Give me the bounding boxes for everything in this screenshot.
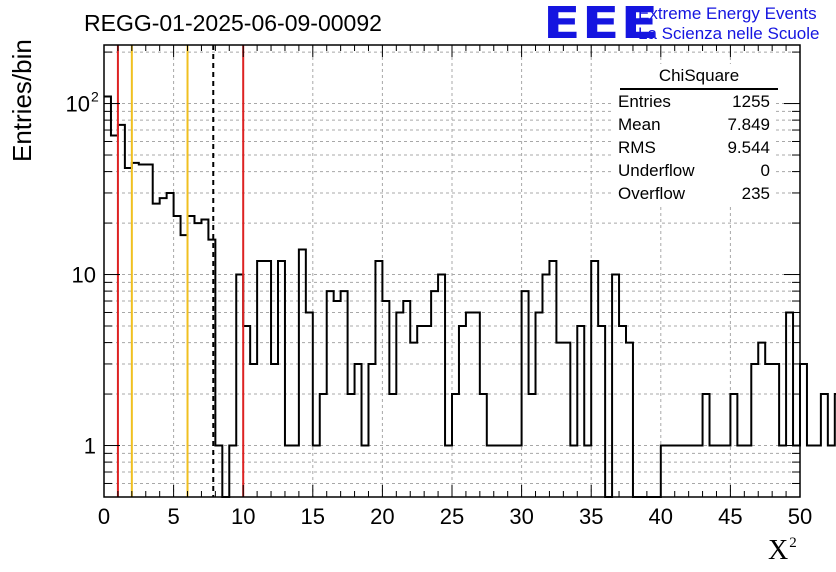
stats-value: 9.544 [727,138,770,157]
stats-label: Entries [618,92,671,111]
x-tick-label: 40 [649,504,673,529]
stats-row: Mean 7.849 [612,113,776,136]
x-tick-label: 30 [509,504,533,529]
x-tick-label: 50 [788,504,812,529]
stats-value: 1255 [732,92,770,111]
stats-box: ChiSquare Entries 1255 Mean 7.849 RMS 9.544… [612,64,778,205]
x-axis-label: X2 [768,535,797,567]
stats-label: Underflow [618,161,695,180]
x-tick-label: 0 [98,504,110,529]
y-axis-label: Entries/bin [7,39,37,162]
stats-row: Overflow 235 [612,182,776,205]
x-tick-label: 10 [231,504,255,529]
stats-value: 235 [741,184,770,203]
y-tick-exponent: 2 [91,89,99,105]
x-axis-label-base: X [768,535,789,566]
histogram-series [104,95,836,498]
eee-logo: EEE [543,0,660,49]
x-tick-label: 25 [440,504,464,529]
stats-label: Overflow [618,184,686,203]
stats-row: RMS 9.544 [612,136,776,159]
chart-title: REGG-01-2025-06-09-00092 [84,10,382,36]
x-tick-label: 5 [167,504,179,529]
stats-row: Underflow 0 [612,159,776,182]
y-tick-label: 1 [84,434,96,459]
stats-label: RMS [618,138,656,157]
y-tick-label: 10 [72,263,96,288]
y-tick-label: 10 [66,92,90,117]
stats-value: 0 [760,161,770,180]
x-tick-label: 20 [370,504,394,529]
logo-caption-line2: La Scienza nelle Scuole [638,24,820,43]
x-axis-label-superscript: 2 [789,535,797,551]
logo-caption-line1: Extreme Energy Events [638,4,817,23]
stats-value: 7.849 [727,115,770,134]
stats-header: ChiSquare [620,64,778,90]
x-tick-label: 15 [301,504,325,529]
x-tick-label: 35 [579,504,603,529]
stats-row: Entries 1255 [612,90,776,113]
stats-label: Mean [618,115,661,134]
x-tick-label: 45 [718,504,742,529]
